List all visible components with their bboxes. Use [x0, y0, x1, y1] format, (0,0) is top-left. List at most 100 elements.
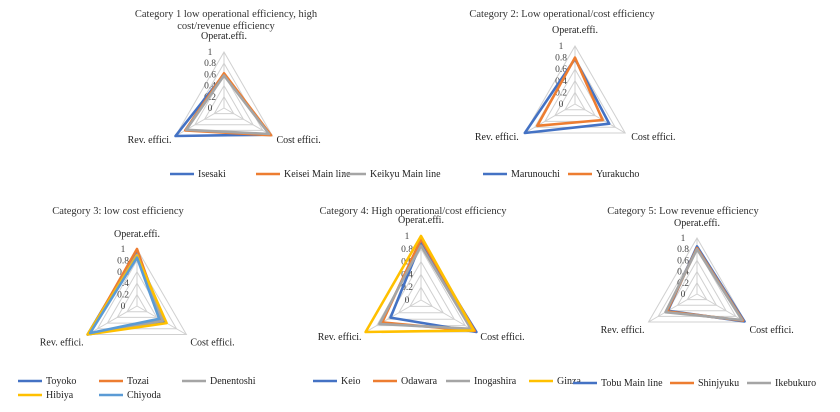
legend-label: Chiyoda — [127, 390, 161, 401]
legend-label: Inogashira — [474, 376, 517, 387]
legend-label: Tozai — [127, 376, 149, 387]
tick-label: 1 — [681, 234, 686, 244]
tick-label: 0.2 — [677, 279, 689, 289]
gridline — [554, 79, 596, 117]
series-line-chiyoda — [88, 256, 161, 335]
radar-chart-5: Category 5: Low revenue efficiency00.20.… — [573, 206, 816, 389]
chart-title: Category 2: Low operational/cost efficie… — [469, 9, 655, 20]
axis-label: Operat.effi. — [674, 218, 720, 229]
legend-label: Tobu Main line — [601, 378, 663, 389]
gridline — [667, 259, 727, 312]
tick-label: 0.4 — [677, 268, 689, 278]
radar-chart-2: Category 2: Low operational/cost efficie… — [469, 9, 675, 180]
tick-label: 0 — [559, 100, 564, 110]
tick-label: 0.8 — [401, 245, 413, 255]
gridline — [397, 273, 445, 314]
legend-label: Yurakucho — [596, 169, 639, 180]
axis-label: Cost effici. — [190, 338, 234, 349]
gridline — [676, 270, 718, 306]
tick-label: 0.4 — [117, 279, 129, 289]
tick-label: 0.8 — [204, 59, 216, 69]
tick-label: 0 — [681, 290, 686, 300]
radar-chart-1: Category 1 low operational efficiency, h… — [128, 9, 441, 180]
legend-label: Hibiya — [46, 390, 74, 401]
tick-label: 0.6 — [555, 65, 567, 75]
tick-label: 0.2 — [117, 291, 129, 301]
series-line-yurakucho — [535, 56, 604, 128]
gridline — [116, 282, 158, 318]
series-line-marunouchi — [523, 57, 611, 135]
axis-label: Cost effici. — [276, 135, 320, 146]
legend-label: Shinjyuku — [698, 378, 739, 389]
tick-label: 0.8 — [555, 54, 567, 64]
tick-label: 0.8 — [117, 256, 129, 266]
axis-spoke — [574, 103, 626, 134]
axis-label: Cost effici. — [631, 132, 675, 143]
axis-label: Operat.effi. — [552, 25, 598, 36]
gridline — [203, 84, 245, 120]
tick-label: 0.2 — [401, 283, 413, 293]
tick-label: 1 — [405, 232, 410, 242]
legend-label: Keio — [341, 376, 360, 387]
series-line-ginza — [364, 234, 476, 334]
axis-spoke — [87, 305, 138, 335]
legend-label: Isesaki — [198, 169, 226, 180]
gridline — [647, 237, 747, 323]
axis-spoke — [365, 299, 422, 333]
tick-label: 0.2 — [555, 88, 567, 98]
axis-label: Rev. effici. — [475, 132, 519, 143]
axis-label: Rev. effici. — [40, 338, 84, 349]
tick-label: 0 — [208, 104, 213, 114]
axis-spoke — [648, 293, 698, 323]
series-line-inogashira — [378, 244, 473, 331]
chart-title: Category 1 low operational efficiency, h… — [135, 9, 318, 20]
legend-label: Keisei Main line — [284, 169, 351, 180]
gridline — [96, 259, 178, 330]
gridline — [126, 293, 148, 313]
chart-title: Category 5: Low revenue efficiency — [607, 206, 759, 217]
radar-chart-4: Category 4: High operational/cost effici… — [313, 206, 581, 387]
axis-label: Cost effici. — [749, 325, 793, 336]
tick-label: 0.8 — [677, 245, 689, 255]
axis-spoke — [524, 103, 576, 134]
gridline — [523, 44, 627, 134]
chart-title: Category 4: High operational/cost effici… — [320, 206, 508, 217]
series-line-ikebukuro — [664, 247, 744, 322]
legend-label: Ginza — [557, 376, 581, 387]
gridline — [564, 91, 586, 111]
tick-label: 1 — [208, 48, 213, 58]
axis-label: Operat.effi. — [114, 229, 160, 240]
legend-label: Marunouchi — [511, 169, 560, 180]
tick-label: 1 — [121, 245, 126, 255]
axis-spoke — [696, 293, 746, 323]
gridline — [686, 281, 708, 301]
axis-label: Operat.effi. — [398, 215, 444, 226]
legend-label: Odawara — [401, 376, 438, 387]
axis-label: Rev. effici. — [601, 325, 645, 336]
series-line-keikyu-main-line — [184, 74, 271, 136]
legend-label: Denentoshi — [210, 376, 256, 387]
axis-label: Operat.effi. — [201, 31, 247, 42]
legend-label: Toyoko — [46, 376, 76, 387]
axis-label: Rev. effici. — [318, 332, 362, 343]
gridline — [386, 260, 456, 320]
legend-label: Ikebukuro — [775, 378, 816, 389]
tick-label: 1 — [559, 42, 564, 52]
radar-chart-3: Category 3: low cost efficiency 00.2 0.4 0.… — [18, 206, 256, 401]
axis-spoke — [420, 299, 477, 333]
tick-label: 0.6 — [204, 70, 216, 80]
axis-label: Rev. effici. — [128, 135, 172, 146]
tick-label: 0 — [405, 296, 410, 306]
tick-label: 0.4 — [204, 82, 216, 92]
chart-title: Category 3: low cost efficiency — [52, 206, 184, 217]
gridline — [194, 73, 254, 126]
axis-label: Cost effici. — [480, 332, 524, 343]
gridline — [409, 286, 433, 307]
tick-label: 0 — [121, 302, 126, 312]
tick-label: 0.6 — [677, 256, 689, 266]
axis-spoke — [223, 107, 273, 137]
gridline — [213, 95, 235, 115]
legend-label: Keikyu Main line — [370, 169, 441, 180]
